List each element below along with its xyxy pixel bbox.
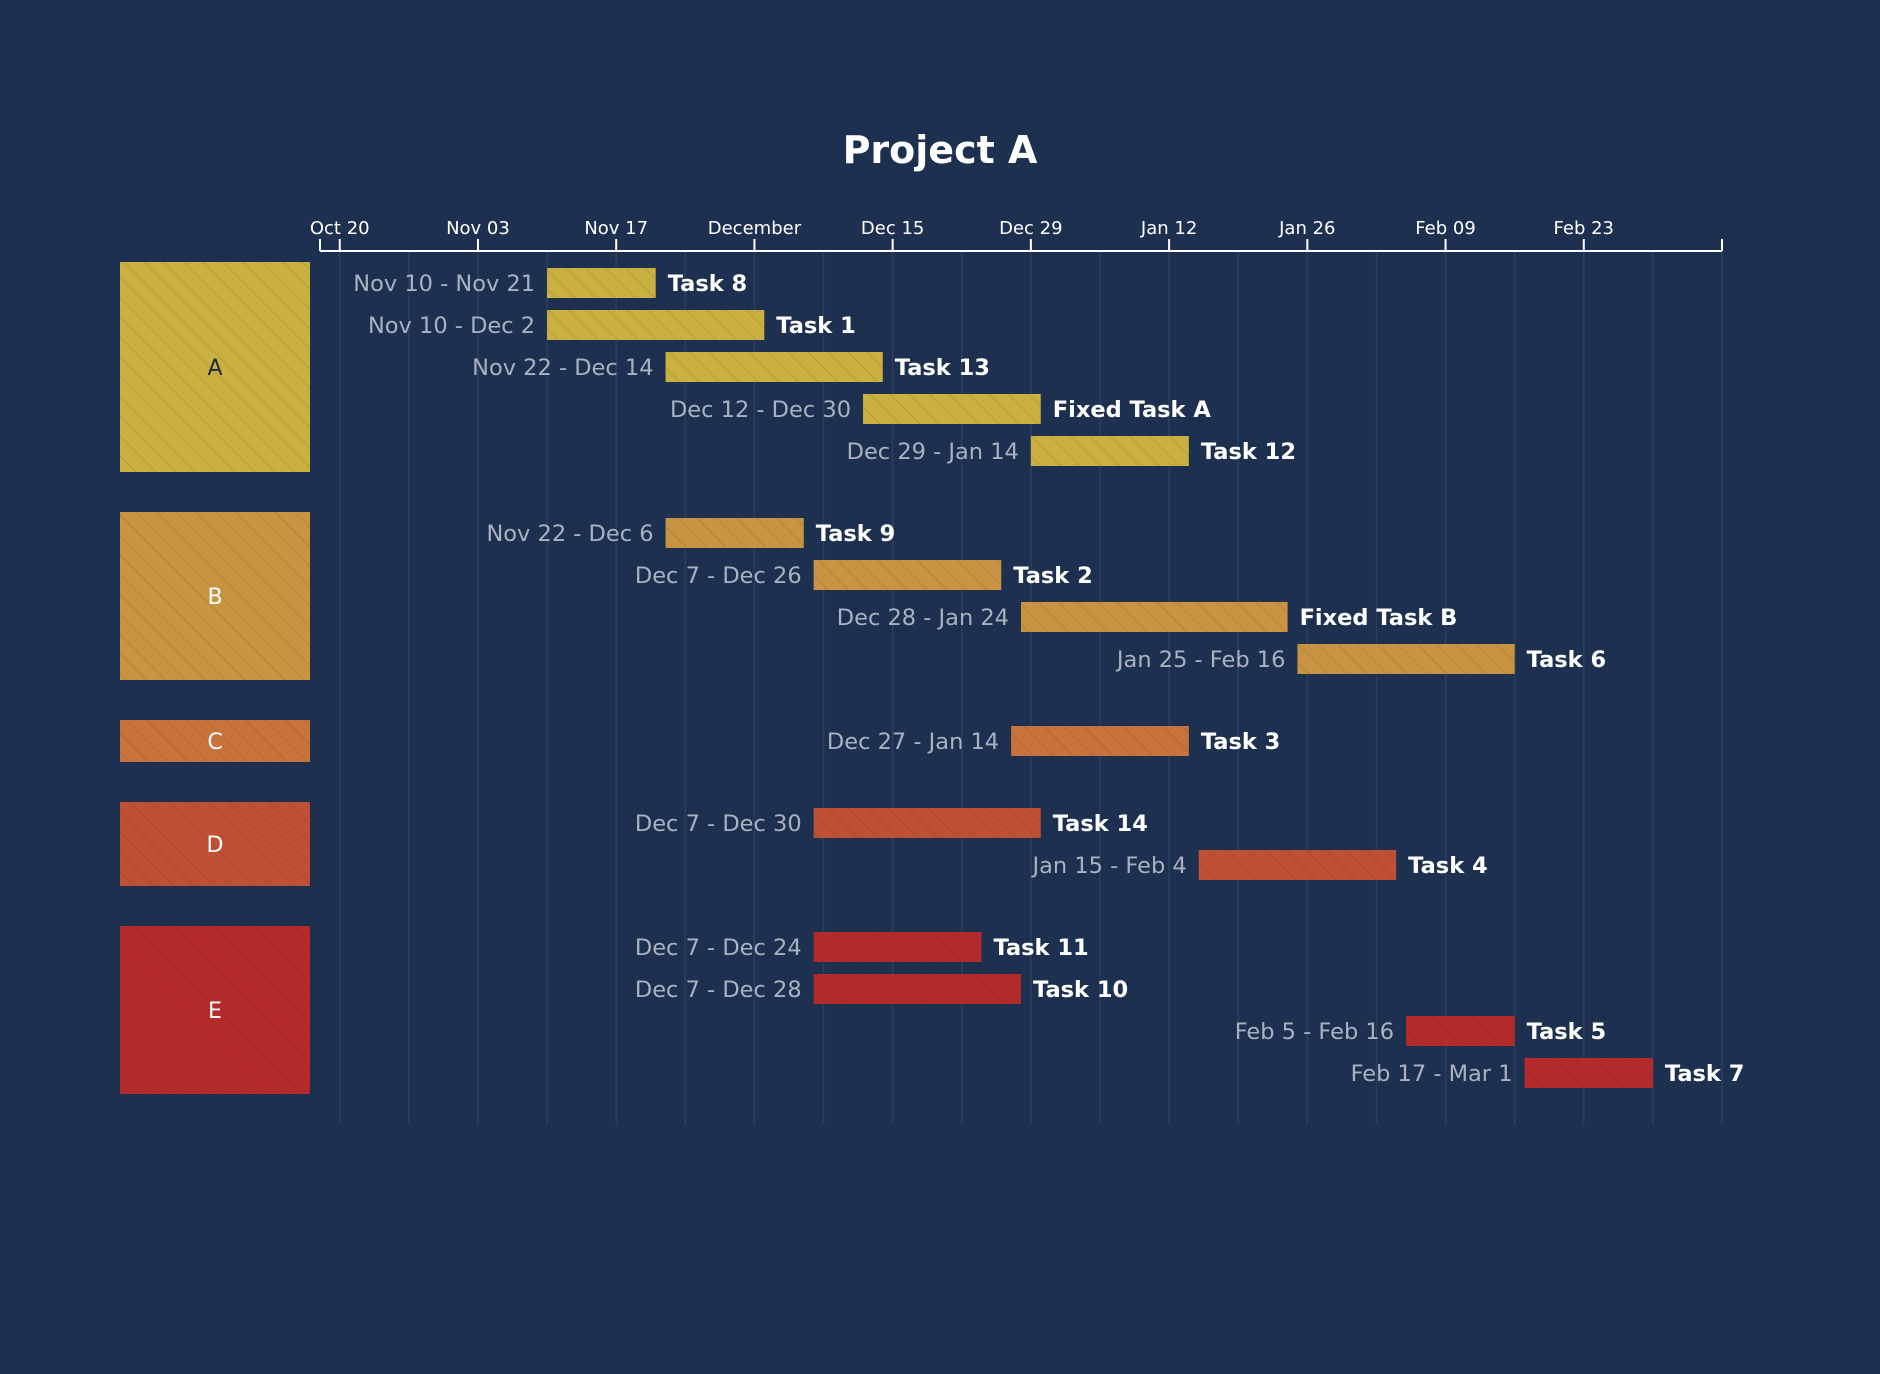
task-date-label: Dec 29 - Jan 14	[847, 439, 1019, 465]
x-tick-label: Nov 03	[446, 218, 510, 239]
task-date-label: Feb 5 - Feb 16	[1235, 1019, 1394, 1045]
task-date-label: Dec 12 - Dec 30	[670, 397, 851, 423]
task-bar-hatch	[547, 268, 656, 298]
x-tick-label: Dec 15	[861, 218, 924, 239]
task-date-label: Dec 7 - Dec 30	[635, 811, 802, 837]
group-blocks: A B C D E	[120, 262, 310, 1094]
task-name-label: Fixed Task A	[1053, 397, 1212, 423]
group-label: B	[207, 585, 222, 610]
x-axis: Oct 20 Nov 03 Nov 17 December Dec 15 Dec 29 Ja…	[310, 218, 1723, 252]
task-date-label: Jan 15 - Feb 4	[1031, 853, 1187, 879]
task-name-label: Task 10	[1033, 977, 1128, 1003]
group-block-hatch	[120, 262, 310, 472]
task-bar-hatch	[665, 352, 883, 382]
group-label: D	[207, 833, 224, 858]
task-bar-hatch	[813, 974, 1021, 1004]
group-block-hatch	[120, 926, 310, 1094]
task-date-label: Feb 17 - Mar 1	[1351, 1061, 1513, 1087]
group-block-hatch	[120, 802, 310, 886]
task-bar-hatch	[813, 560, 1002, 590]
task-date-label: Nov 22 - Dec 6	[486, 521, 653, 547]
task-date-label: Nov 22 - Dec 14	[472, 355, 653, 381]
task-name-label: Task 7	[1665, 1061, 1744, 1087]
task-name-label: Task 2	[1013, 563, 1092, 589]
x-tick-label: Jan 26	[1278, 218, 1335, 239]
task-name-label: Task 14	[1053, 811, 1148, 837]
task-bar-hatch	[813, 932, 982, 962]
chart-title: Project A	[843, 128, 1038, 172]
task-name-label: Task 1	[776, 313, 855, 339]
task-date-label: Dec 7 - Dec 26	[635, 563, 802, 589]
x-tick-label: Jan 12	[1140, 218, 1197, 239]
task-name-label: Task 11	[994, 935, 1089, 961]
task-bar-hatch	[1297, 644, 1515, 674]
task-date-label: Nov 10 - Dec 2	[368, 313, 535, 339]
group-block-hatch	[120, 512, 310, 680]
task-name-label: Task 3	[1201, 729, 1280, 755]
x-tick-label: Oct 20	[310, 218, 370, 239]
task-date-label: Dec 27 - Jan 14	[827, 729, 999, 755]
task-name-label: Task 12	[1201, 439, 1296, 465]
task-date-label: Dec 7 - Dec 28	[635, 977, 802, 1003]
task-bar-hatch	[1030, 436, 1189, 466]
task-bar-hatch	[665, 518, 804, 548]
task-name-label: Task 13	[895, 355, 990, 381]
task-bars: Nov 10 - Nov 21 Task 8 Nov 10 - Dec 2 Task …	[353, 268, 1744, 1088]
task-name-label: Fixed Task B	[1300, 605, 1458, 631]
task-name-label: Task 6	[1527, 647, 1606, 673]
task-date-label: Dec 7 - Dec 24	[635, 935, 802, 961]
group-label: E	[208, 999, 222, 1024]
task-bar-hatch	[547, 310, 765, 340]
task-date-label: Nov 10 - Nov 21	[353, 271, 535, 297]
group-label: A	[207, 356, 222, 381]
x-tick-label: Feb 23	[1554, 218, 1615, 239]
task-name-label: Task 5	[1527, 1019, 1606, 1045]
group-block-hatch	[120, 720, 310, 762]
task-date-label: Jan 25 - Feb 16	[1115, 647, 1286, 673]
task-name-label: Task 9	[816, 521, 895, 547]
task-bar-hatch	[1524, 1058, 1653, 1088]
task-name-label: Task 4	[1408, 853, 1487, 879]
x-tick-label: Nov 17	[584, 218, 648, 239]
task-bar-hatch	[1406, 1016, 1515, 1046]
group-label: C	[207, 730, 222, 755]
task-bar-hatch	[1011, 726, 1189, 756]
task-bar-hatch	[813, 808, 1041, 838]
grid-lines	[338, 251, 1723, 1124]
x-tick-label: Feb 09	[1415, 218, 1476, 239]
task-bar-hatch	[863, 394, 1041, 424]
task-name-label: Task 8	[668, 271, 747, 297]
x-tick-label: Dec 29	[999, 218, 1062, 239]
x-tick-label: December	[708, 218, 802, 239]
task-date-label: Dec 28 - Jan 24	[837, 605, 1009, 631]
task-bar-hatch	[1198, 850, 1397, 880]
task-bar-hatch	[1021, 602, 1288, 632]
